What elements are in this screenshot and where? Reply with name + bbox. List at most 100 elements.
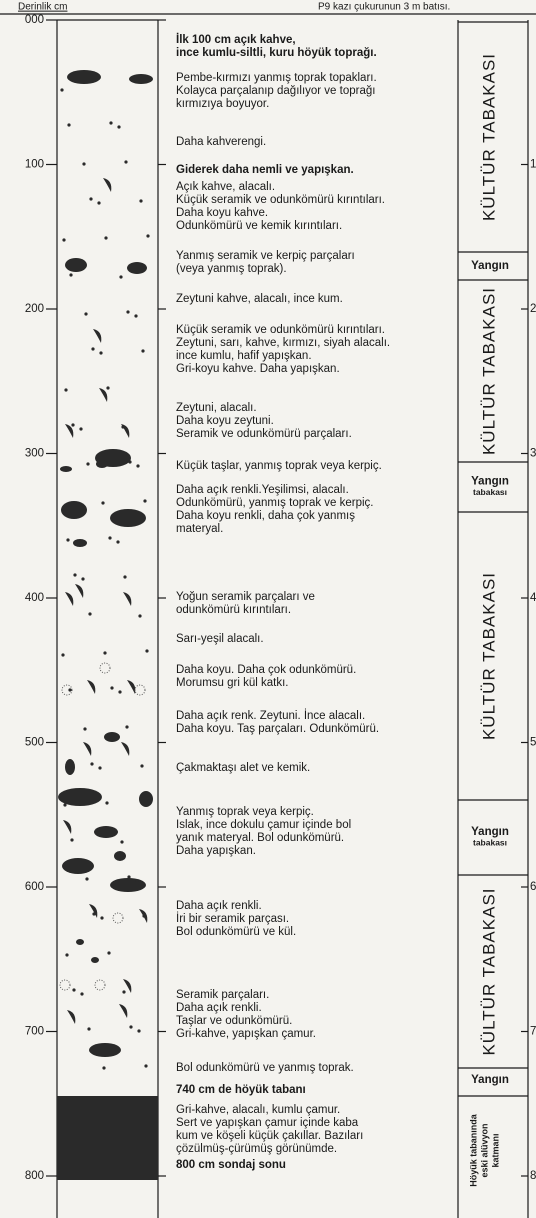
- find-dot: [90, 762, 93, 765]
- description-line: Seramik parçaları.: [176, 989, 269, 1001]
- find-dot: [61, 653, 64, 656]
- find-dot: [143, 499, 146, 502]
- find-blob: [96, 460, 108, 468]
- description-line: kum ve köşeli küçük çakıllar. Bazıları: [176, 1130, 363, 1142]
- find-dot: [102, 1066, 105, 1069]
- description-line: İlk 100 cm açık kahve,: [176, 33, 296, 46]
- description-line: Zeytuni kahve, alacalı, ince kum.: [176, 293, 343, 305]
- depth-tick-label: 300: [25, 448, 44, 460]
- description-line: Daha yapışkan.: [176, 845, 256, 857]
- depth-tick-label: 100: [25, 159, 44, 171]
- find-dot: [83, 727, 86, 730]
- find-dot: [121, 425, 124, 428]
- find-dot: [137, 1029, 140, 1032]
- find-dot: [86, 462, 89, 465]
- description-line: Daha kahverengi.: [176, 136, 266, 148]
- find-blob: [62, 858, 94, 874]
- find-dot: [64, 388, 67, 391]
- find-dot: [106, 386, 109, 389]
- layer-label: KÜLTÜR TABAKASI: [479, 287, 498, 455]
- description-line: Odunkömürü, yanmış toprak ve kerpiç.: [176, 497, 374, 509]
- layer-label: katmanı: [490, 1133, 500, 1167]
- layer-label: tabakası: [473, 487, 507, 497]
- find-dot: [100, 916, 103, 919]
- layer-label: Yangın: [471, 1074, 509, 1086]
- description-line: Daha koyu renkli, daha çok yanmış: [176, 510, 355, 522]
- description-line: Bol odunkömürü ve kül.: [176, 926, 296, 938]
- find-dot: [87, 1027, 90, 1030]
- description-line: Küçük seramik ve odunkömürü kırıntıları.: [176, 324, 385, 336]
- find-blob: [73, 539, 87, 547]
- find-dot: [118, 690, 121, 693]
- find-crescent: [121, 742, 129, 756]
- find-dot: [66, 538, 69, 541]
- description-line: Kolayca parçalanıp dağılıyor ve toprağı: [176, 85, 375, 97]
- depth-tick-label: 800: [25, 1170, 44, 1182]
- find-crescent: [99, 388, 107, 402]
- depth-tick-label: 000: [25, 14, 44, 26]
- description-line: Giderek daha nemli ve yapışkan.: [176, 164, 354, 176]
- description-line: Gri-kahve, yapışkan çamur.: [176, 1028, 316, 1040]
- description-line: Pembe-kırmızı yanmış toprak topakları.: [176, 72, 377, 84]
- find-crescent: [67, 1010, 75, 1024]
- find-dot: [79, 427, 82, 430]
- find-dot: [99, 351, 102, 354]
- meter-tick-label: 8: [530, 1170, 536, 1182]
- description-line: Daha koyu. Taş parçaları. Odunkömürü.: [176, 723, 379, 735]
- find-dot: [116, 540, 119, 543]
- find-blob: [65, 759, 75, 775]
- find-crescent: [119, 1004, 127, 1018]
- depth-tick-label: 400: [25, 592, 44, 604]
- find-blob: [76, 939, 84, 945]
- find-dot: [117, 125, 120, 128]
- find-dot: [141, 349, 144, 352]
- depth-tick-label: 600: [25, 881, 44, 893]
- description-line: Daha açık renkli.: [176, 900, 262, 912]
- find-crescent: [93, 329, 101, 343]
- meter-tick-label: 7: [530, 1026, 536, 1038]
- find-crescent: [123, 592, 131, 606]
- depth-tick-label: 500: [25, 737, 44, 749]
- description-line: Daha koyu. Daha çok odunkömürü.: [176, 664, 356, 676]
- find-dot: [125, 725, 128, 728]
- meter-tick-label: 3: [530, 448, 536, 460]
- find-blob: [91, 957, 99, 963]
- find-blob: [110, 878, 146, 892]
- find-blob: [67, 70, 101, 84]
- finds: [58, 70, 153, 1070]
- find-blob: [104, 732, 120, 742]
- description-line: Zeytuni, alacalı.: [176, 402, 257, 414]
- find-blob: [58, 788, 102, 806]
- find-blob: [65, 258, 87, 272]
- description-line: Gri-koyu kahve. Daha yapışkan.: [176, 363, 340, 375]
- find-dot: [104, 236, 107, 239]
- find-crescent: [75, 584, 83, 598]
- find-dot: [146, 234, 149, 237]
- description-line: ince kumlu-siltli, kuru höyük toprağı.: [176, 47, 377, 59]
- find-dot: [68, 688, 71, 691]
- find-dot: [119, 275, 122, 278]
- find-dot: [109, 121, 112, 124]
- find-crescent: [83, 742, 91, 756]
- ash-spot: [100, 663, 110, 673]
- find-dot: [89, 197, 92, 200]
- description-line: Morumsu gri kül katkı.: [176, 677, 288, 689]
- layer-label: KÜLTÜR TABAKASI: [479, 887, 498, 1055]
- description-line: Bol odunkömürü ve yanmış toprak.: [176, 1062, 354, 1074]
- description-line: (veya yanmış toprak).: [176, 263, 287, 275]
- stratigraphy-diagram: Derinlik cm P9 kazı çukurunun 3 m batısı…: [0, 0, 536, 1218]
- find-dot: [108, 536, 111, 539]
- find-dot: [134, 314, 137, 317]
- depth-label: Derinlik cm: [18, 2, 67, 13]
- description-line: 740 cm de höyük tabanı: [176, 1084, 306, 1096]
- find-dot: [144, 1064, 147, 1067]
- find-dot: [147, 799, 150, 802]
- description-line: Taşlar ve odunkömürü.: [176, 1015, 292, 1027]
- location: P9 kazı çukurunun 3 m batısı.: [318, 2, 450, 13]
- base-layer: [57, 1096, 158, 1180]
- find-dot: [97, 201, 100, 204]
- layer-label: Yangın: [471, 476, 509, 488]
- find-blob: [60, 466, 72, 472]
- description-line: Yanmış toprak veya kerpiç.: [176, 806, 314, 818]
- find-dot: [62, 238, 65, 241]
